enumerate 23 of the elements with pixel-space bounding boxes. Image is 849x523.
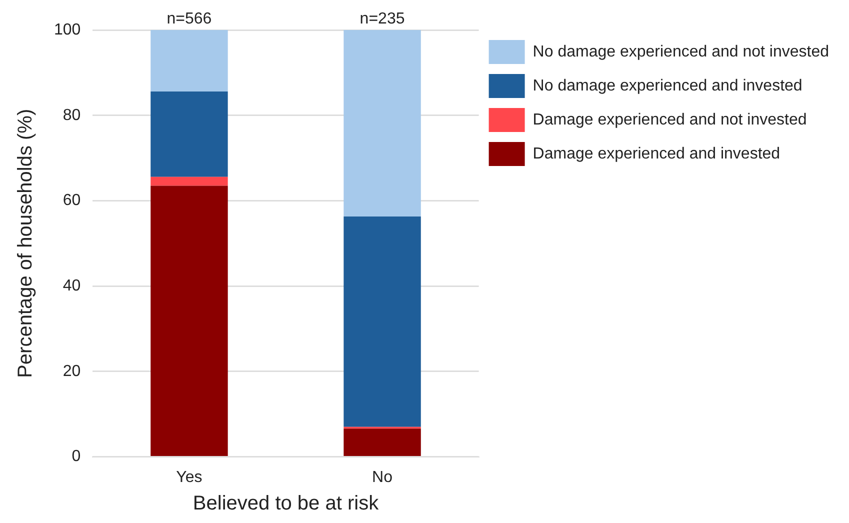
y-axis-title: Percentage of households (%) (14, 108, 37, 378)
bar (344, 30, 421, 217)
bar (150, 186, 228, 456)
y-tick-label: 60 (62, 192, 81, 210)
y-tick-label: 0 (72, 448, 81, 466)
y-tick-label: 20 (62, 362, 81, 380)
legend-label: Damage experienced and invested (532, 145, 780, 162)
x-axis-title: Believed to be at risk (192, 492, 380, 515)
y-tick-label: 40 (62, 277, 81, 294)
x-tick-label: No (372, 468, 393, 486)
annotation: n=566 (166, 10, 212, 28)
legend-label: No damage experienced and invested (532, 77, 802, 94)
x-tick-label: Yes (176, 468, 202, 486)
bar (150, 176, 228, 186)
y-tick-label: 80 (62, 106, 81, 124)
bar (150, 30, 228, 92)
legend-label: No damage experienced and not invested (532, 43, 829, 60)
legend-label: Damage experienced and not invested (532, 111, 807, 128)
annotation: n=235 (360, 10, 405, 28)
bar (344, 216, 421, 427)
bar (150, 91, 228, 177)
y-tick-label: 100 (54, 21, 81, 38)
bar (344, 428, 421, 456)
